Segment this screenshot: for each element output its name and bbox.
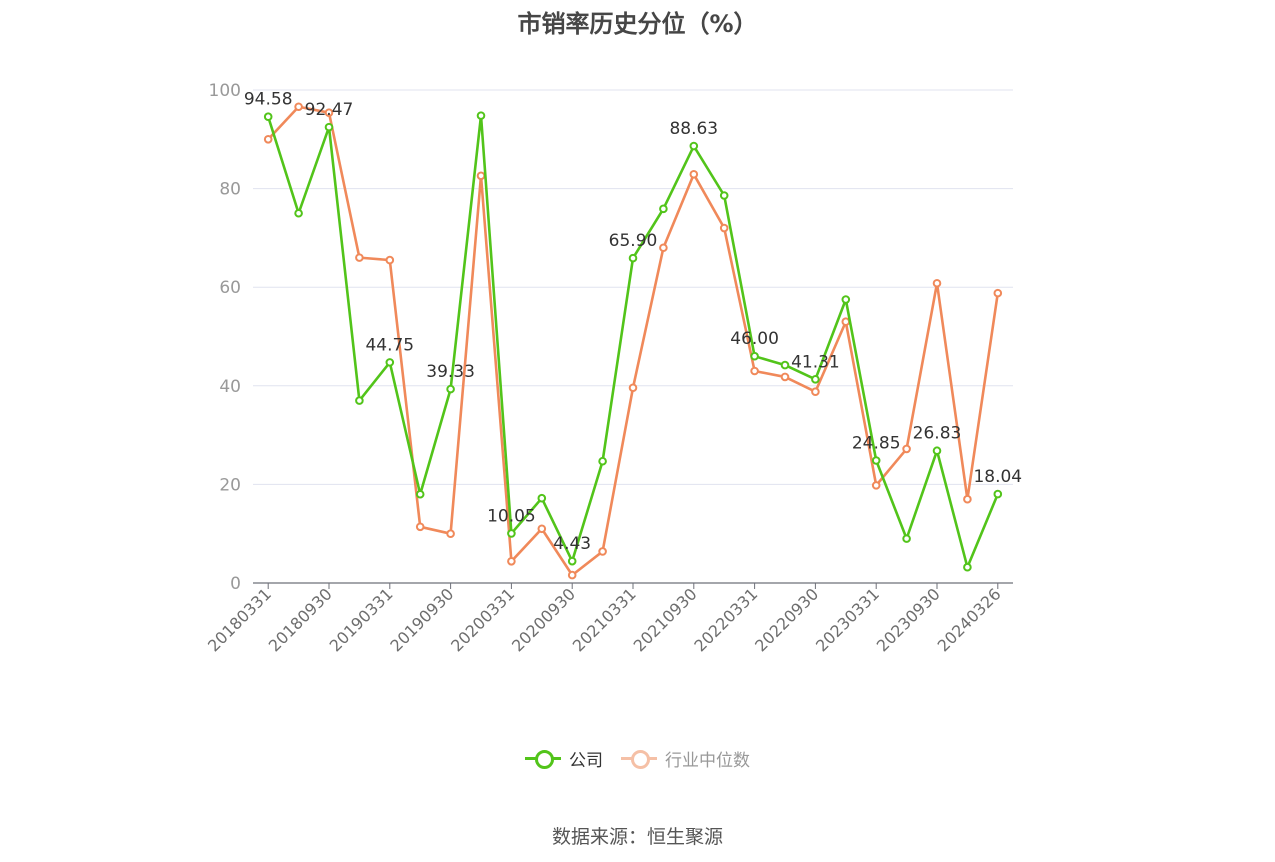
data-point-company <box>902 534 911 543</box>
x-tick-label: 20180331 <box>204 584 275 655</box>
data-point-industry <box>902 444 911 454</box>
data-point-industry <box>324 108 334 117</box>
data-label: 26.83 <box>913 424 962 444</box>
data-label: 41.31 <box>791 352 840 372</box>
data-point-industry <box>963 494 972 504</box>
y-tick-label: 20 <box>219 475 241 495</box>
data-point-company <box>263 112 273 122</box>
data-point-industry <box>993 288 1003 298</box>
data-point-industry <box>263 135 273 144</box>
y-tick-label: 100 <box>209 81 241 101</box>
data-point-company <box>719 191 729 200</box>
data-point-industry <box>719 223 729 233</box>
data-label: 65.90 <box>609 231 658 251</box>
line-chart: 0 20 40 60 80 100 2018033120180930201903312019… <box>204 81 1022 655</box>
data-point-company <box>871 456 881 465</box>
data-point-industry <box>628 383 638 393</box>
data-point-industry <box>385 255 395 265</box>
data-point-company <box>598 456 607 466</box>
data-label: 92.47 <box>305 100 354 120</box>
data-point-company <box>993 489 1003 499</box>
data-point-company <box>963 562 972 572</box>
data-label: 39.33 <box>426 362 475 382</box>
data-point-company <box>294 208 303 218</box>
data-point-industry <box>811 387 820 397</box>
data-point-industry <box>780 372 790 382</box>
data-point-industry <box>415 522 425 532</box>
legend-item-industry[interactable]: 行业中位数 <box>621 746 750 771</box>
legend-label-company: 公司 <box>569 751 603 771</box>
x-tick-label: 20180930 <box>265 584 336 655</box>
y-tick-label: 0 <box>230 574 241 594</box>
x-tick-label: 20190331 <box>326 584 397 655</box>
y-tick-label: 40 <box>219 377 241 397</box>
x-tick-label: 20200930 <box>508 584 579 655</box>
legend: 公司 行业中位数 <box>0 746 1275 771</box>
x-tick-label: 20240326 <box>934 584 1005 655</box>
data-point-industry <box>598 547 607 556</box>
data-point-company <box>507 529 516 538</box>
y-tick-label: 80 <box>219 180 241 200</box>
legend-marker-industry <box>621 750 657 769</box>
data-point-industry <box>537 524 547 534</box>
data-point-company <box>355 396 364 405</box>
data-point-company <box>780 360 790 370</box>
x-tick-label: 20200331 <box>447 584 518 655</box>
data-point-industry <box>567 570 577 580</box>
data-label: 46.00 <box>730 329 779 349</box>
data-point-company <box>567 556 577 566</box>
data-point-company <box>537 493 547 503</box>
y-tick-label: 60 <box>219 278 241 298</box>
data-point-company <box>446 384 455 394</box>
data-label: 18.04 <box>973 467 1022 487</box>
x-tick-label: 20210930 <box>630 584 701 655</box>
data-label: 44.75 <box>365 335 414 355</box>
data-point-industry <box>689 170 699 179</box>
data-source: 数据来源：恒生聚源 <box>551 826 723 848</box>
data-point-industry <box>841 317 851 327</box>
data-point-industry <box>294 102 303 112</box>
data-label: 24.85 <box>852 433 901 453</box>
data-point-company <box>841 295 851 304</box>
data-point-industry <box>446 529 455 539</box>
data-point-company <box>476 111 486 120</box>
data-point-company <box>628 253 638 263</box>
data-point-industry <box>871 481 881 490</box>
data-point-industry <box>659 243 668 253</box>
legend-marker-company <box>525 750 561 769</box>
data-point-company <box>811 375 820 384</box>
chart-title: 市销率历史分位（%） <box>517 10 758 38</box>
data-point-company <box>415 489 425 499</box>
data-point-industry <box>476 171 486 181</box>
data-point-company <box>932 446 942 456</box>
data-label: 88.63 <box>669 119 718 139</box>
data-point-company <box>689 141 699 151</box>
data-point-company <box>659 204 668 214</box>
x-tick-label: 20190930 <box>386 584 457 655</box>
legend-label-industry: 行业中位数 <box>665 751 750 771</box>
legend-item-company[interactable]: 公司 <box>525 746 603 771</box>
data-label: 94.58 <box>244 90 293 110</box>
x-tick-label: 20230331 <box>812 584 883 655</box>
data-point-industry <box>932 278 942 288</box>
data-point-company <box>324 122 334 132</box>
data-point-industry <box>507 557 516 566</box>
x-tick-label: 20230930 <box>873 584 944 655</box>
x-tick-label: 20220331 <box>690 584 761 655</box>
data-point-industry <box>355 253 364 262</box>
x-tick-label: 20220930 <box>751 584 822 655</box>
data-point-company <box>750 351 759 361</box>
x-tick-label: 20210331 <box>569 584 640 655</box>
data-label: 4.43 <box>553 534 591 554</box>
data-point-industry <box>750 366 759 376</box>
data-point-company <box>385 358 395 367</box>
data-label: 10.05 <box>487 506 536 526</box>
